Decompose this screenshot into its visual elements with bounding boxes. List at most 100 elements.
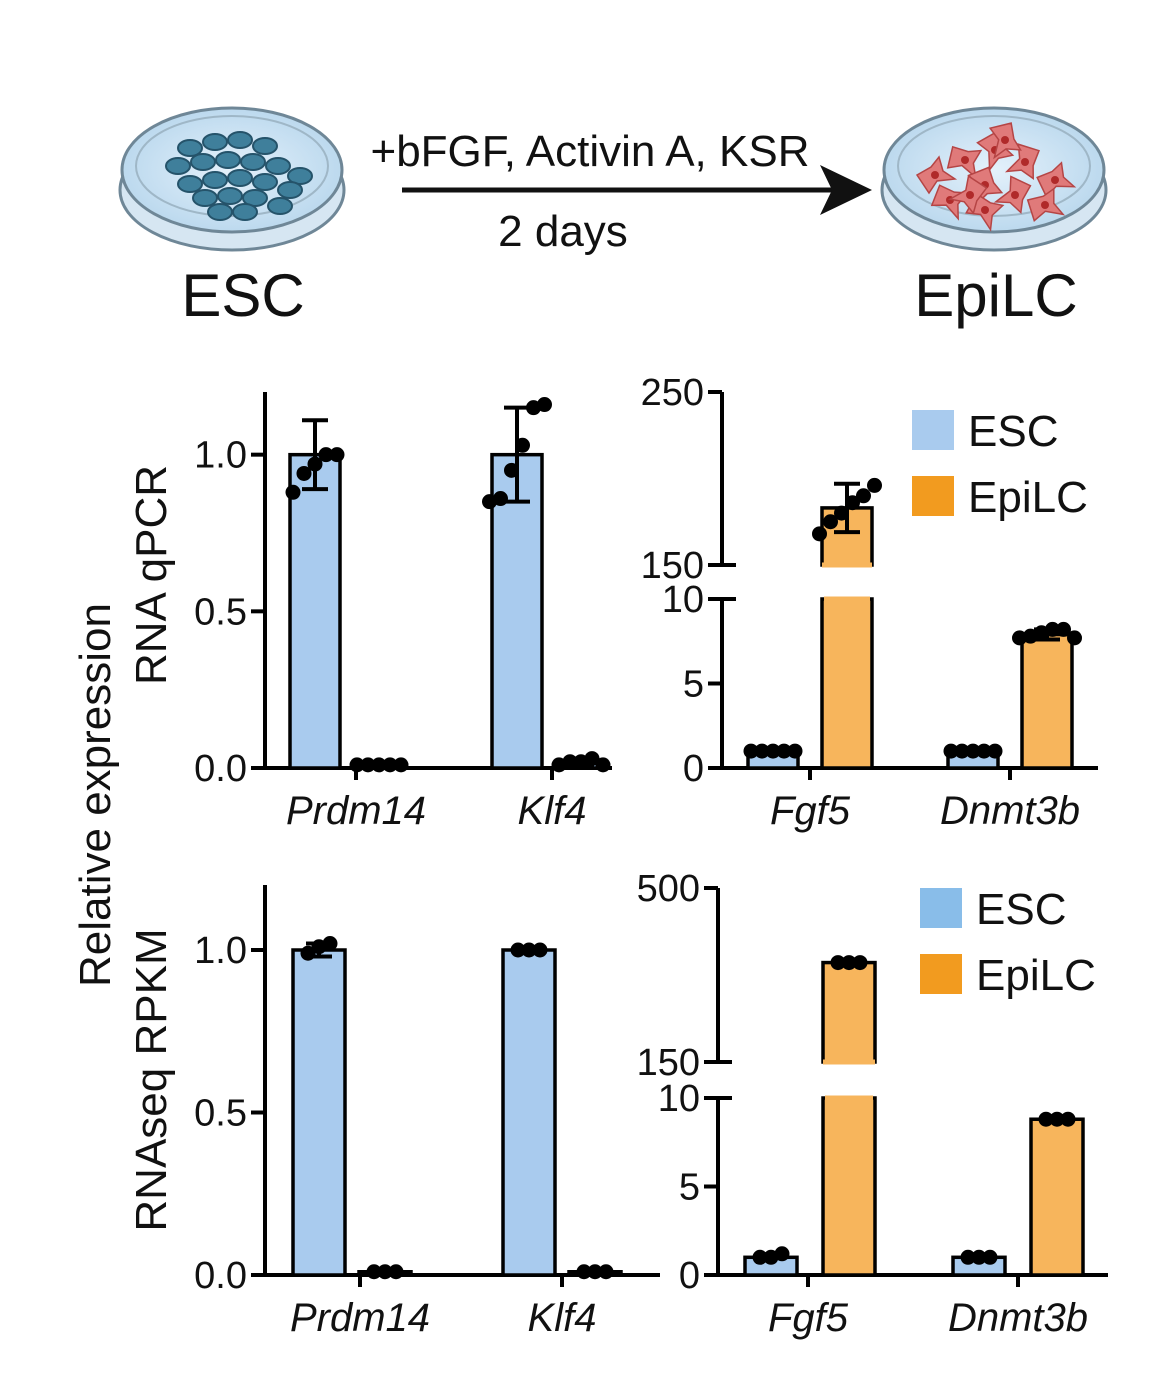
- schematic: +bFGF, Activin A, KSR 2 days ESC EpiLC: [118, 106, 1108, 329]
- legend-label-esc: ESC: [976, 885, 1066, 934]
- x-tick-label: Prdm14: [290, 1296, 430, 1340]
- y-tick-label: 500: [637, 868, 700, 910]
- data-point: [752, 1249, 768, 1265]
- data-point: [982, 1249, 998, 1265]
- data-point: [393, 757, 409, 773]
- epilc-nucleus-icon: [1011, 191, 1019, 199]
- esc-cell-icon: [242, 189, 268, 207]
- data-point: [774, 1246, 790, 1262]
- legend-swatch-esc: [912, 410, 954, 450]
- data-point: [371, 757, 387, 773]
- data-point: [318, 447, 334, 463]
- esc-cell-icon: [227, 169, 253, 187]
- x-tick-label: Klf4: [528, 1296, 597, 1340]
- data-point: [598, 1264, 614, 1280]
- data-point: [562, 754, 578, 770]
- data-point: [987, 743, 1003, 759]
- epilc-cell-cluster: [915, 122, 1077, 232]
- esc-cell-icon: [177, 139, 203, 157]
- data-point: [971, 1249, 987, 1265]
- y-tick-label: 10: [662, 579, 704, 621]
- data-point: [584, 751, 600, 767]
- panel3-y-axis-label: RNAseq RPKM: [127, 928, 176, 1231]
- bar: [288, 452, 342, 770]
- arrow-icon: [402, 165, 872, 215]
- data-point: [1049, 1111, 1065, 1127]
- esc-cell-icon: [190, 153, 216, 171]
- data-point: [377, 1264, 393, 1280]
- bar: [490, 452, 544, 770]
- epilc-nucleus-icon: [931, 171, 939, 179]
- bar-lower-segment: [820, 597, 874, 770]
- data-point: [537, 397, 552, 413]
- data-point: [515, 437, 530, 453]
- data-point: [595, 757, 611, 773]
- esc-cell-icon: [240, 153, 266, 171]
- esc-cell-icon: [202, 171, 228, 189]
- y-tick-label: 10: [658, 1078, 700, 1120]
- data-point: [493, 491, 508, 507]
- data-point: [1012, 630, 1027, 646]
- esc-cell-cluster: [165, 131, 313, 221]
- x-tick-label: Klf4: [518, 789, 587, 833]
- data-point: [823, 514, 838, 530]
- esc-cell-icon: [165, 157, 191, 175]
- epilc-nucleus-icon: [966, 191, 974, 199]
- epilc-nucleus-icon: [981, 206, 989, 214]
- data-point: [743, 743, 759, 759]
- epilc-dish-icon: [880, 106, 1108, 252]
- panel-rnaseq-pluripotency: 0.0 0.5 1.0 Prdm14 Klf4: [194, 885, 652, 1340]
- esc-cell-icon: [232, 203, 258, 221]
- data-point: [830, 955, 846, 971]
- y-tick-label: 0: [683, 748, 704, 790]
- bar: [1020, 632, 1074, 770]
- esc-cell-icon: [202, 133, 228, 151]
- data-point: [834, 505, 849, 521]
- legend-label-epilc: EpiLC: [968, 473, 1088, 522]
- y-tick-label: 0.5: [194, 1093, 247, 1135]
- data-point: [329, 447, 345, 463]
- data-point: [360, 757, 376, 773]
- esc-cell-icon: [252, 137, 278, 155]
- legend-swatch-esc: [920, 888, 962, 928]
- data-point: [366, 1264, 382, 1280]
- data-point: [787, 743, 803, 759]
- epilc-nucleus-icon: [1021, 158, 1029, 166]
- y-tick-label: 0.0: [194, 748, 247, 790]
- data-point: [867, 477, 882, 493]
- esc-cell-icon: [227, 131, 253, 149]
- data-point: [841, 955, 857, 971]
- y-tick-label: 1.0: [194, 435, 247, 477]
- epilc-nucleus-icon: [961, 156, 969, 164]
- esc-cell-icon: [177, 175, 203, 193]
- data-point: [300, 945, 316, 961]
- data-point: [382, 757, 398, 773]
- data-point: [349, 757, 365, 773]
- panel-qpcr-pluripotency: 0.0 0.5 1.0 Prdm14 Klf4: [194, 392, 612, 833]
- esc-cell-icon: [277, 181, 303, 199]
- treatment-label: +bFGF, Activin A, KSR: [371, 127, 810, 176]
- esc-dish-icon: [118, 106, 346, 252]
- epilc-nucleus-icon: [1051, 176, 1059, 184]
- esc-cell-icon: [215, 151, 241, 169]
- y-tick-label: 1.0: [194, 930, 247, 972]
- esc-cell-icon: [267, 197, 293, 215]
- duration-label: 2 days: [498, 207, 628, 256]
- data-point: [943, 743, 959, 759]
- bar-lower-segment: [821, 1096, 877, 1277]
- data-point: [845, 495, 860, 511]
- data-point: [1038, 1111, 1054, 1127]
- data-point: [521, 942, 537, 958]
- panel1-y-axis-label: RNA qPCR: [127, 465, 176, 685]
- data-point: [1056, 621, 1071, 637]
- y-tick-label: 5: [679, 1167, 700, 1209]
- data-point: [856, 488, 871, 504]
- data-point: [296, 465, 312, 481]
- esc-cell-icon: [207, 203, 233, 221]
- y-tick-label: 250: [641, 372, 704, 414]
- x-tick-label: Prdm14: [286, 789, 426, 833]
- bar: [501, 948, 557, 1277]
